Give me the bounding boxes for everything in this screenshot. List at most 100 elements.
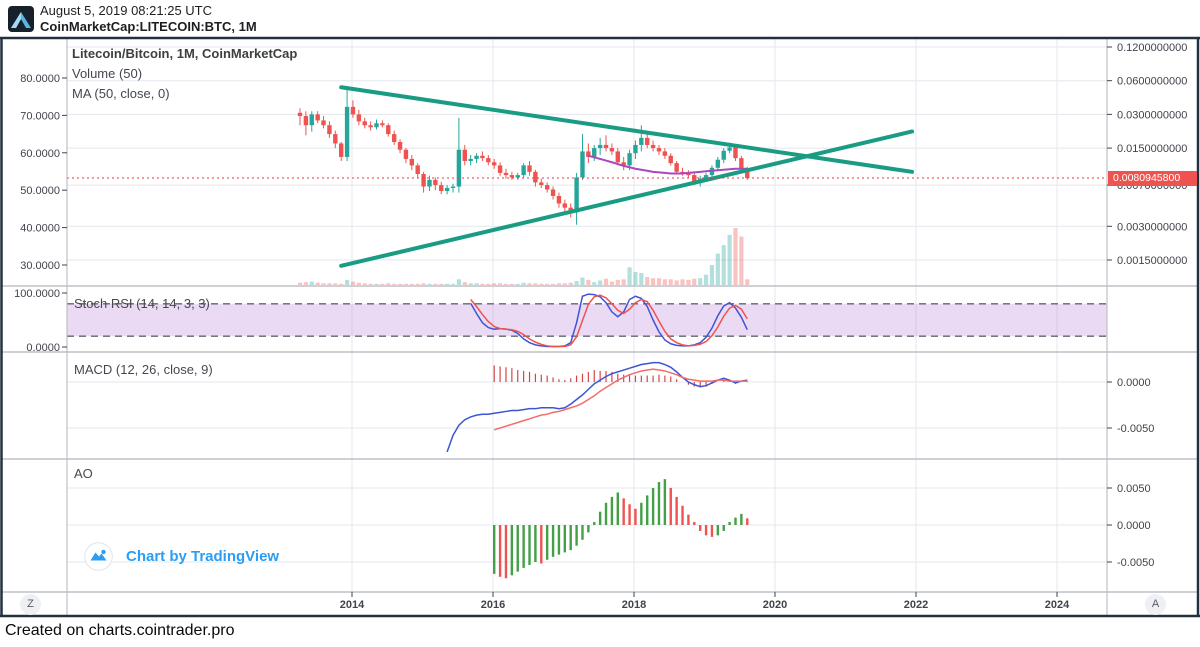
candle-body: [327, 125, 332, 135]
volume-bar: [368, 283, 373, 285]
app-logo-icon: [8, 6, 34, 32]
volume-bar: [321, 283, 326, 285]
volume-bar: [580, 277, 585, 285]
candle-body: [439, 185, 444, 192]
candle-body: [544, 185, 550, 190]
volume-bar: [374, 283, 379, 285]
candle-body: [303, 116, 309, 126]
volume-bar: [651, 278, 656, 285]
trendline-upper[interactable]: [339, 85, 915, 174]
candle-body: [503, 172, 509, 176]
volume-bar: [427, 283, 432, 285]
stoch-rsi-label: Stoch RSI (14, 14, 3, 3): [74, 296, 210, 311]
volume-bar: [627, 267, 632, 285]
volume-bar: [692, 278, 697, 285]
left-axis-label: 30.0000: [20, 260, 60, 272]
volume-bar: [439, 283, 444, 285]
macd-label: MACD (12, 26, close, 9): [74, 362, 213, 377]
candle-body: [609, 148, 615, 152]
stoch-axis-label: 0.0000: [26, 342, 60, 354]
stoch-rsi-pane: [67, 293, 1107, 348]
candle-body: [739, 158, 744, 169]
volume-bar: [486, 283, 491, 285]
volume-bar: [527, 283, 532, 285]
left-axis-label: 80.0000: [20, 73, 60, 85]
candle-body: [656, 148, 662, 152]
right-axis-label: 0.0150000000: [1117, 143, 1187, 155]
main-pane-legend: Litecoin/Bitcoin, 1M, CoinMarketCap Volu…: [72, 44, 297, 104]
candle-body: [715, 159, 721, 168]
volume-bar: [445, 283, 450, 285]
zoom-out-button[interactable]: Z: [20, 594, 41, 615]
volume-bar: [721, 245, 726, 285]
candle-body: [380, 123, 385, 126]
volume-bar: [474, 283, 479, 285]
ao-label: AO: [74, 466, 93, 481]
candle-body: [733, 147, 738, 159]
tradingview-attribution[interactable]: Chart by TradingView: [84, 542, 279, 571]
volume-bar: [703, 274, 709, 285]
volume-bar: [645, 277, 650, 285]
volume-bar: [333, 283, 338, 285]
volume-bar: [533, 283, 538, 285]
candle-body: [480, 155, 485, 159]
volume-bar: [698, 278, 703, 285]
candle-body: [680, 171, 685, 173]
auto-scale-button[interactable]: A: [1145, 594, 1166, 615]
candle-body: [615, 151, 620, 163]
legend-title: Litecoin/Bitcoin, 1M, CoinMarketCap: [72, 46, 298, 61]
volume-bar: [450, 283, 456, 285]
candle-body: [409, 158, 415, 166]
volume-bar: [709, 265, 715, 285]
current-price-tag: 0.0080945800: [1108, 171, 1197, 186]
candle-body: [321, 120, 326, 126]
time-axis-label: 2022: [904, 599, 928, 611]
volume-bar: [362, 283, 367, 285]
candle-body: [444, 187, 450, 192]
candle-body: [627, 153, 632, 166]
macd-axis-label: 0.0000: [1117, 377, 1151, 389]
left-axis-label: 60.0000: [20, 148, 60, 160]
volume-bar: [656, 278, 662, 285]
volume-bar: [615, 279, 620, 285]
candle-body: [427, 179, 432, 187]
candle-body: [350, 106, 356, 115]
candle-body: [621, 162, 626, 166]
candle-body: [462, 149, 467, 161]
candle-body: [727, 147, 732, 151]
volume-bar: [539, 283, 544, 285]
volume-bar: [480, 283, 485, 285]
volume-bar: [515, 283, 520, 285]
footer-credit: Created on charts.cointrader.pro: [5, 622, 235, 639]
stoch-k-line: [470, 293, 748, 348]
candle-body: [592, 148, 597, 157]
left-axis-label: 70.0000: [20, 110, 60, 122]
ao-axis-label: 0.0000: [1117, 520, 1151, 532]
time-axis-label: 2020: [763, 599, 787, 611]
volume-bar: [497, 283, 503, 285]
candle-body: [692, 175, 697, 183]
candle-body: [391, 134, 397, 142]
trendline-lower[interactable]: [339, 129, 915, 268]
gridlines: [67, 38, 1107, 592]
candle-body: [703, 175, 709, 179]
candle-body: [574, 177, 579, 213]
volume-bar: [739, 236, 744, 285]
volume-bar: [392, 283, 397, 285]
volume-bar: [598, 280, 603, 285]
volume-bar: [415, 283, 420, 285]
candle-body: [386, 125, 391, 135]
chart-plot-area[interactable]: [67, 38, 1107, 592]
candle-body: [362, 121, 367, 126]
candle-body: [745, 168, 750, 179]
volume-bar: [492, 283, 497, 285]
legend-volume-study: Volume (50): [72, 66, 143, 81]
right-axis-label: 0.1200000000: [1117, 42, 1187, 54]
candle-body: [586, 151, 591, 157]
volume-bar: [350, 281, 356, 285]
candle-body: [662, 151, 668, 156]
candle-body: [533, 171, 538, 183]
volume-bar: [745, 279, 750, 285]
candle-body: [550, 189, 556, 196]
